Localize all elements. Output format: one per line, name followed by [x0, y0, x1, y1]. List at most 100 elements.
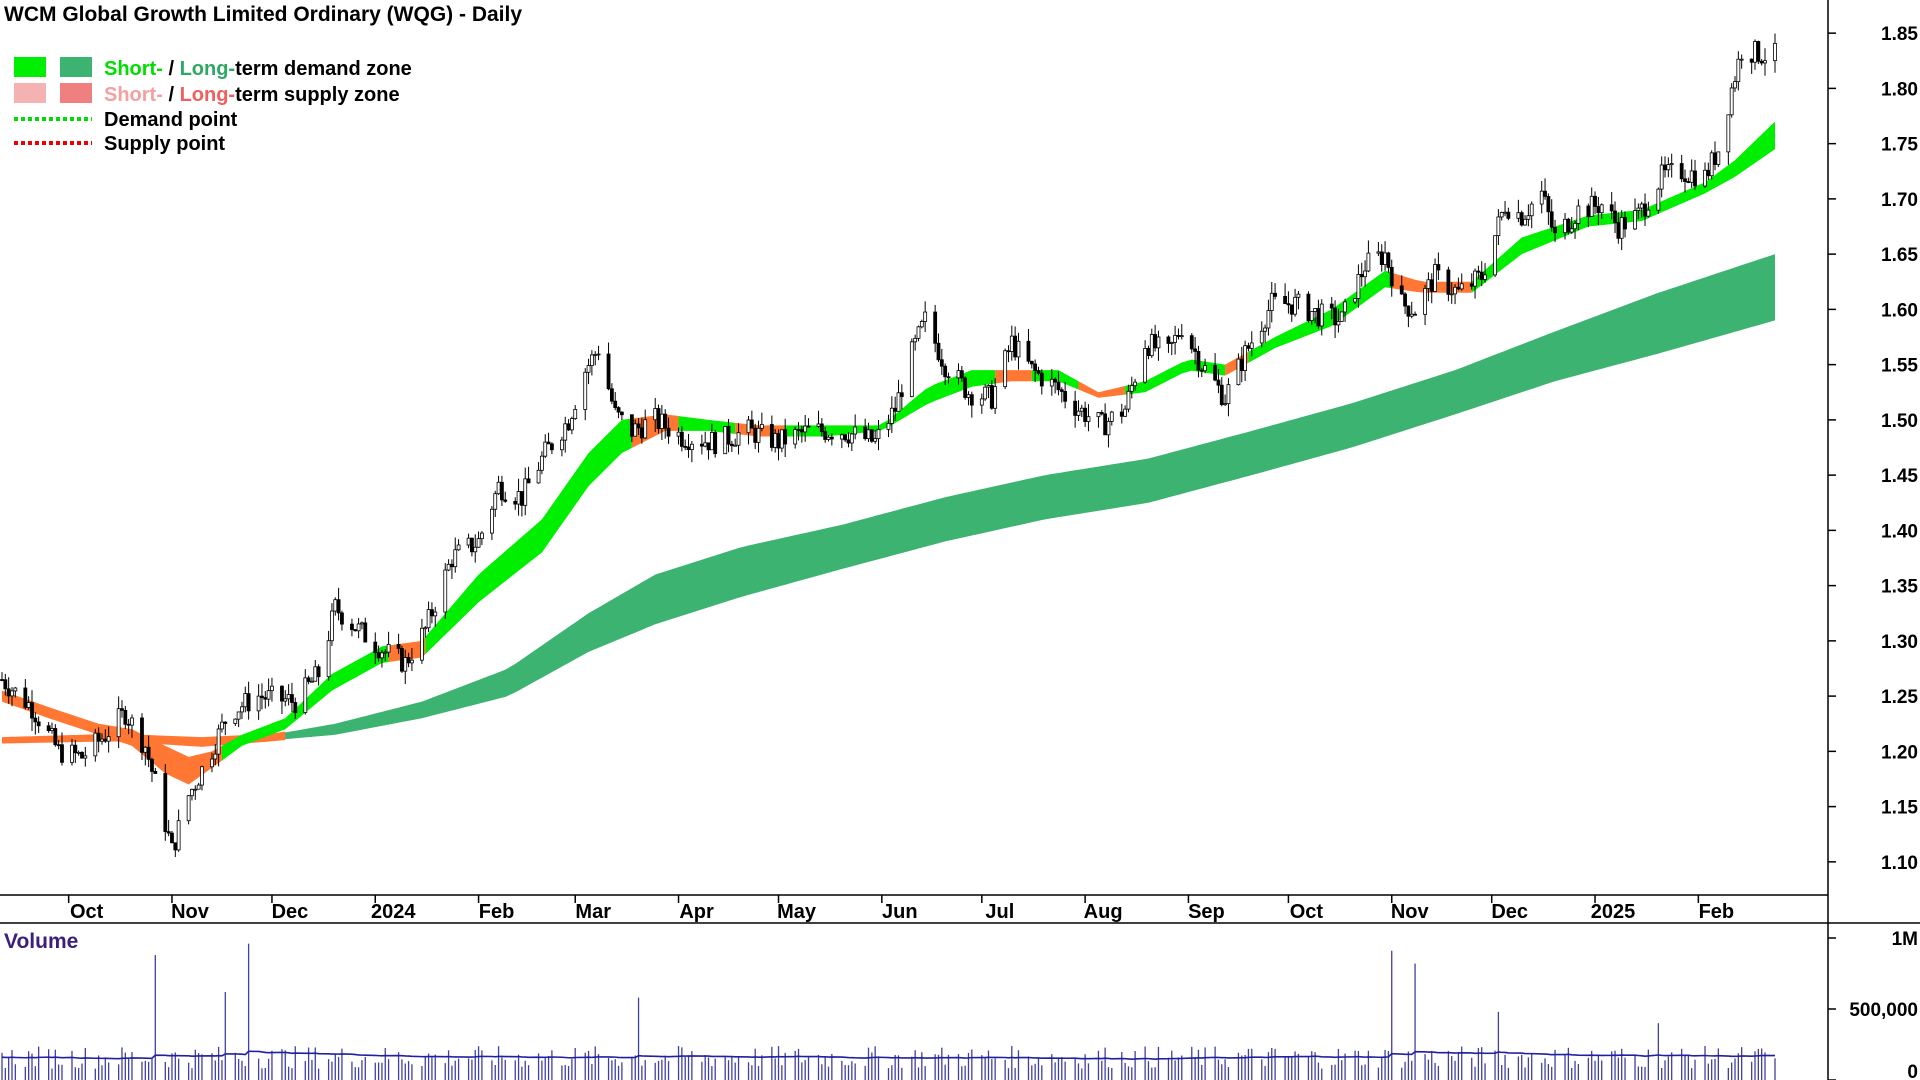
candle-body: [759, 424, 764, 429]
candle-body: [1316, 308, 1321, 327]
candle-body: [1099, 412, 1104, 415]
candle-body: [1429, 279, 1434, 292]
candle-body: [709, 432, 714, 451]
candle-body: [663, 413, 668, 429]
candle-body: [1663, 164, 1667, 171]
candle-body: [1593, 195, 1597, 207]
candle-body: [1339, 311, 1344, 322]
candle-body: [270, 685, 274, 692]
candle-body: [1203, 365, 1208, 372]
candle-body: [433, 611, 438, 617]
candle-body: [613, 400, 618, 408]
candle-body: [1616, 222, 1621, 239]
candle-body: [10, 690, 14, 697]
legend-swatch-long-supply: [60, 83, 92, 103]
price-tick-label: 1.10: [1881, 853, 1918, 874]
price-tick-label: 1.85: [1881, 24, 1918, 45]
candle-body: [350, 623, 354, 630]
candle-body: [520, 491, 524, 506]
candle-body: [913, 337, 918, 343]
candle-body: [313, 666, 318, 682]
candle-body: [1053, 378, 1058, 383]
candle-body: [453, 549, 458, 568]
candle-body: [186, 795, 191, 822]
candle-body: [546, 441, 551, 445]
price-tick-label: 1.35: [1881, 577, 1918, 598]
candle-body: [829, 436, 834, 440]
candle-body: [1343, 301, 1347, 313]
candle-body: [1689, 170, 1694, 183]
candle-body: [749, 419, 754, 429]
candle-body: [410, 659, 414, 664]
candle-body: [256, 695, 261, 712]
candle-body: [1259, 330, 1264, 344]
candle-body: [1469, 283, 1474, 287]
candle-body: [843, 434, 848, 441]
candle-body: [1283, 296, 1287, 305]
time-tick-label: Aug: [1084, 901, 1123, 923]
candle-body: [1366, 252, 1371, 272]
price-tick-label: 1.20: [1881, 742, 1918, 763]
candle-body: [236, 711, 241, 720]
candle-body: [783, 429, 788, 445]
time-tick-label: Nov: [1391, 901, 1430, 923]
time-tick-label: Sep: [1188, 901, 1225, 923]
candle-body: [163, 773, 168, 832]
candle-body: [776, 433, 781, 449]
candle-body: [1219, 384, 1224, 405]
candle-body: [1146, 348, 1151, 357]
candle-body: [376, 652, 381, 659]
candle-body: [1403, 293, 1407, 307]
candle-body: [806, 425, 811, 428]
candle-body: [729, 443, 734, 447]
candle-body: [126, 723, 131, 726]
candle-body: [769, 424, 774, 448]
candle-body: [563, 423, 568, 441]
candle-body: [1753, 41, 1757, 63]
candle-body: [60, 744, 64, 763]
candle-body: [619, 411, 624, 416]
candle-body: [406, 657, 411, 664]
candle-body: [1736, 58, 1741, 83]
candle-body: [1586, 205, 1591, 217]
candle-body: [1376, 251, 1381, 254]
candle-body: [396, 643, 401, 649]
candle-body: [173, 842, 178, 851]
candle-body: [1179, 335, 1184, 338]
candle-body: [373, 641, 378, 654]
candle-body: [959, 370, 964, 379]
time-tick-label: Apr: [679, 901, 714, 923]
candle-body: [523, 478, 528, 506]
candle-body: [853, 426, 858, 435]
candle-body: [1189, 335, 1194, 350]
candle-body: [103, 738, 108, 742]
candle-body: [456, 544, 461, 551]
candle-body: [1263, 327, 1267, 332]
candle-body: [120, 708, 124, 711]
candle-body: [1289, 304, 1294, 315]
candle-body: [1563, 218, 1567, 234]
candle-body: [919, 321, 924, 328]
candle-body: [989, 385, 994, 409]
candle-body: [1013, 335, 1018, 358]
candle-body: [956, 370, 961, 379]
candle-body: [1133, 381, 1138, 387]
candle-body: [1706, 169, 1711, 177]
candle-body: [246, 693, 251, 712]
candle-body: [736, 432, 741, 446]
candle-body: [1639, 203, 1644, 209]
candle-body: [636, 423, 641, 429]
candle-body: [493, 493, 498, 510]
candle-body: [290, 694, 294, 703]
candle-body: [1026, 340, 1031, 362]
candle-body: [1246, 345, 1251, 349]
candle-body: [593, 354, 598, 356]
candle-body: [1476, 270, 1481, 273]
candle-body: [26, 702, 31, 708]
candle-body: [823, 431, 828, 440]
candle-body: [1413, 313, 1417, 316]
candle-body: [1619, 216, 1624, 239]
candle-body: [1156, 336, 1161, 349]
candle-body: [596, 353, 601, 356]
